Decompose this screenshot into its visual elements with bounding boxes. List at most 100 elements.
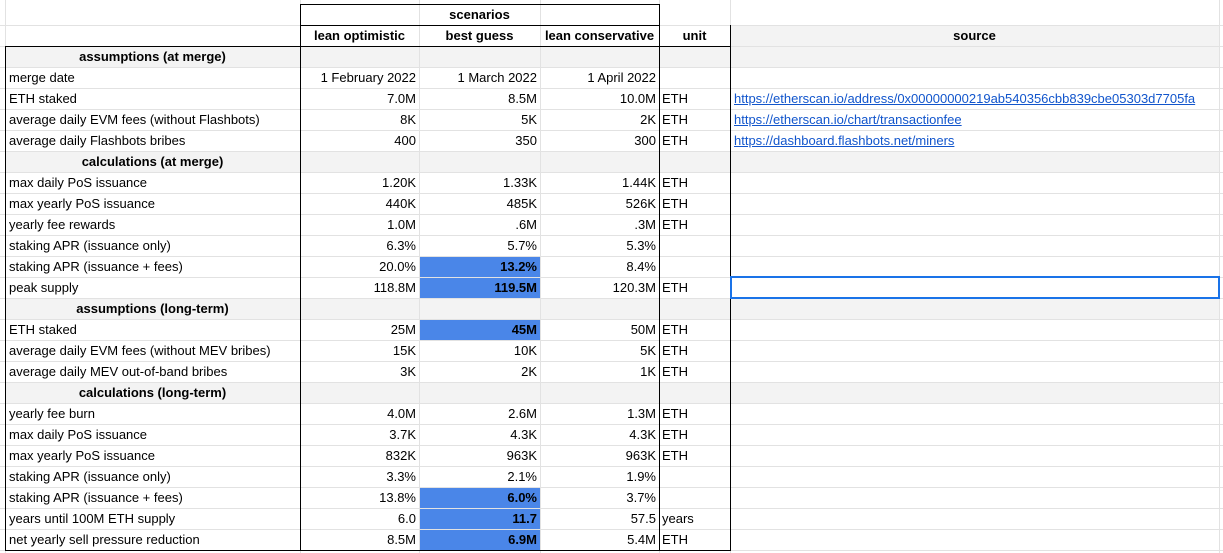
source-link-cell[interactable] <box>731 319 1219 340</box>
row-label-cell[interactable]: peak supply <box>9 280 79 295</box>
best-guess-value-cell[interactable]: 5K <box>521 112 537 127</box>
source-link-cell[interactable] <box>731 193 1219 214</box>
row-label-cell[interactable]: staking APR (issuance + fees) <box>9 490 183 505</box>
unit-cell[interactable]: ETH <box>662 196 688 211</box>
conservative-value-cell[interactable]: 4.3K <box>629 427 656 442</box>
source-link-cell[interactable] <box>731 67 1219 88</box>
optimistic-value-cell[interactable]: 25M <box>390 322 416 337</box>
conservative-value-cell[interactable]: 963K <box>625 448 656 463</box>
column-header-unit[interactable]: unit <box>682 28 707 43</box>
best-guess-value-cell[interactable]: 1 March 2022 <box>457 70 538 85</box>
row-label-cell[interactable]: staking APR (issuance + fees) <box>9 259 183 274</box>
column-header-source[interactable]: source <box>953 28 996 43</box>
best-guess-value-cell[interactable]: 2.6M <box>508 406 537 421</box>
source-link-cell[interactable] <box>731 340 1219 361</box>
unit-cell[interactable]: ETH <box>662 532 688 547</box>
unit-cell[interactable]: ETH <box>662 322 688 337</box>
optimistic-value-cell[interactable]: 440K <box>385 196 416 211</box>
optimistic-value-cell[interactable]: 1.0M <box>387 217 416 232</box>
unit-cell[interactable]: ETH <box>662 133 688 148</box>
source-link-cell[interactable] <box>731 214 1219 235</box>
row-label-cell[interactable]: average daily MEV out-of-band bribes <box>9 364 228 379</box>
row-label-cell[interactable]: staking APR (issuance only) <box>9 238 171 253</box>
row-label-cell[interactable]: ETH staked <box>9 322 77 337</box>
row-label-cell[interactable]: net yearly sell pressure reduction <box>9 532 200 547</box>
optimistic-value-cell[interactable]: 4.0M <box>387 406 416 421</box>
unit-cell[interactable]: ETH <box>662 91 688 106</box>
best-guess-value-cell[interactable]: 2.1% <box>507 469 537 484</box>
row-label-cell[interactable]: max yearly PoS issuance <box>9 196 155 211</box>
row-label-cell[interactable]: average daily EVM fees (without Flashbot… <box>9 112 260 127</box>
optimistic-value-cell[interactable]: 8K <box>400 112 416 127</box>
conservative-value-cell[interactable]: 50M <box>630 322 656 337</box>
optimistic-value-cell[interactable]: 15K <box>392 343 416 358</box>
optimistic-value-cell[interactable]: 3K <box>400 364 416 379</box>
optimistic-value-cell[interactable]: 7.0M <box>387 91 416 106</box>
optimistic-value-cell[interactable]: 20.0% <box>379 259 416 274</box>
source-link-cell[interactable] <box>731 487 1219 508</box>
scenarios-header[interactable]: scenarios <box>449 7 510 22</box>
conservative-value-cell[interactable]: 1.44K <box>622 175 656 190</box>
source-link-cell[interactable] <box>731 235 1219 256</box>
optimistic-value-cell[interactable]: 13.8% <box>379 490 416 505</box>
unit-cell[interactable]: years <box>662 511 694 526</box>
optimistic-value-cell[interactable]: 3.3% <box>386 469 416 484</box>
unit-cell[interactable]: ETH <box>662 406 688 421</box>
source-link-cell[interactable]: https://etherscan.io/address/0x000000002… <box>734 91 1196 106</box>
column-header-optimistic[interactable]: lean optimistic <box>313 28 406 43</box>
source-link-cell[interactable] <box>731 361 1219 382</box>
unit-cell[interactable]: ETH <box>662 112 688 127</box>
row-label-cell[interactable]: merge date <box>9 70 75 85</box>
conservative-value-cell[interactable]: 10.0M <box>619 91 656 106</box>
conservative-value-cell[interactable]: 8.4% <box>626 259 656 274</box>
best-guess-value-cell[interactable]: 1.33K <box>503 175 537 190</box>
best-guess-value-cell[interactable]: 45M <box>511 322 537 337</box>
conservative-value-cell[interactable]: 2K <box>640 112 656 127</box>
unit-cell[interactable]: ETH <box>662 217 688 232</box>
conservative-value-cell[interactable]: 526K <box>625 196 656 211</box>
section-header-cell[interactable]: assumptions (long-term) <box>76 301 229 316</box>
unit-cell[interactable] <box>659 235 730 256</box>
row-label-cell[interactable]: average daily Flashbots bribes <box>9 133 186 148</box>
conservative-value-cell[interactable]: 5.4M <box>627 532 656 547</box>
unit-cell[interactable] <box>659 487 730 508</box>
optimistic-value-cell[interactable]: 1.20K <box>382 175 416 190</box>
source-link-cell[interactable] <box>731 466 1219 487</box>
source-link-cell[interactable]: https://etherscan.io/chart/transactionfe… <box>734 112 962 127</box>
conservative-value-cell[interactable]: 120.3M <box>612 280 656 295</box>
best-guess-value-cell[interactable]: 350 <box>515 133 537 148</box>
unit-cell[interactable]: ETH <box>662 175 688 190</box>
row-label-cell[interactable]: average daily EVM fees (without MEV brib… <box>9 343 271 358</box>
best-guess-value-cell[interactable]: 8.5M <box>508 91 537 106</box>
unit-cell[interactable] <box>659 256 730 277</box>
row-label-cell[interactable]: years until 100M ETH supply <box>9 511 176 526</box>
row-label-cell[interactable]: staking APR (issuance only) <box>9 469 171 484</box>
best-guess-value-cell[interactable]: 10K <box>513 343 537 358</box>
unit-cell[interactable]: ETH <box>662 280 688 295</box>
row-label-cell[interactable]: ETH staked <box>9 91 77 106</box>
source-link-cell[interactable] <box>731 424 1219 445</box>
row-label-cell[interactable]: yearly fee burn <box>9 406 95 421</box>
column-header-conservative[interactable]: lean conservative <box>544 28 655 43</box>
best-guess-value-cell[interactable]: 2K <box>521 364 537 379</box>
column-header-best-guess[interactable]: best guess <box>445 28 514 43</box>
conservative-value-cell[interactable]: 1K <box>640 364 656 379</box>
conservative-value-cell[interactable]: 5K <box>640 343 656 358</box>
conservative-value-cell[interactable]: 3.7% <box>626 490 656 505</box>
selected-cell-outline[interactable] <box>730 276 1220 299</box>
unit-cell[interactable] <box>659 466 730 487</box>
optimistic-value-cell[interactable]: 1 February 2022 <box>320 70 416 85</box>
optimistic-value-cell[interactable]: 832K <box>385 448 416 463</box>
unit-cell[interactable]: ETH <box>662 343 688 358</box>
conservative-value-cell[interactable]: 5.3% <box>626 238 656 253</box>
section-header-cell[interactable]: calculations (long-term) <box>78 385 227 400</box>
best-guess-value-cell[interactable]: 485K <box>506 196 537 211</box>
best-guess-value-cell[interactable]: 119.5M <box>494 280 537 295</box>
best-guess-value-cell[interactable]: 11.7 <box>512 511 537 526</box>
optimistic-value-cell[interactable]: 6.0 <box>397 511 416 526</box>
source-link-cell[interactable] <box>731 403 1219 424</box>
source-link-cell[interactable] <box>731 172 1219 193</box>
conservative-value-cell[interactable]: 57.5 <box>630 511 656 526</box>
conservative-value-cell[interactable]: 1.3M <box>627 406 656 421</box>
